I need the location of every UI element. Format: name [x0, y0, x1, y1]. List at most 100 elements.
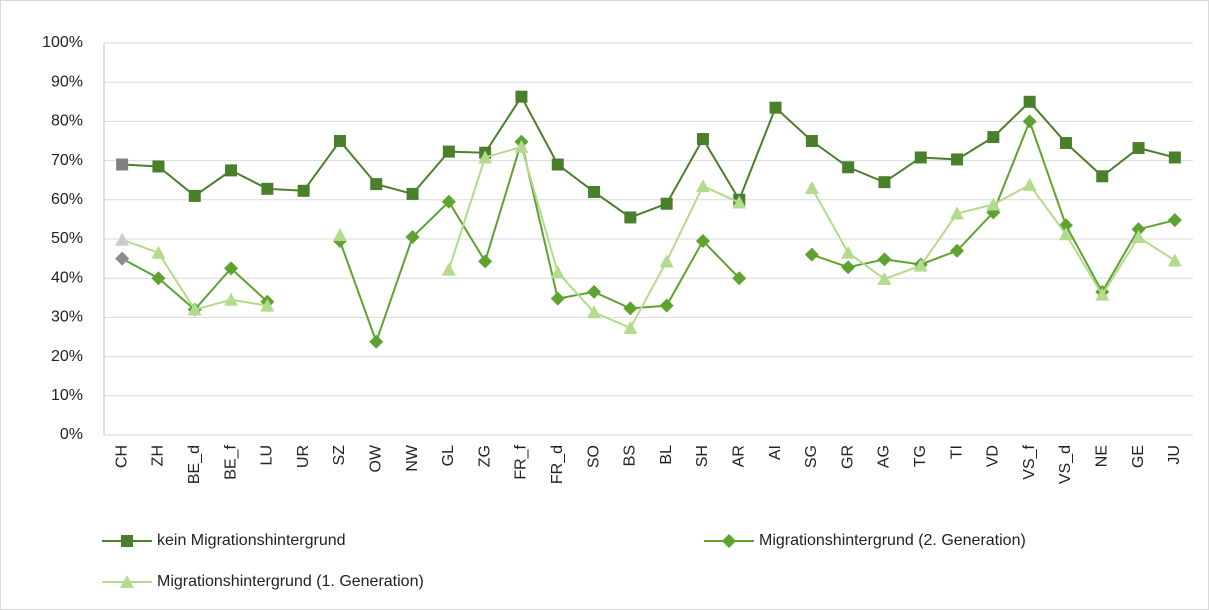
marker	[1168, 151, 1181, 164]
marker	[551, 158, 564, 171]
marker	[842, 161, 855, 174]
marker	[120, 575, 134, 588]
y-tick-label: 10%	[51, 387, 83, 404]
series-line	[339, 137, 740, 345]
marker	[441, 194, 456, 209]
x-tick-label: GL	[440, 445, 457, 466]
marker	[841, 260, 856, 275]
marker	[1058, 227, 1073, 241]
x-tick-label: GR	[839, 445, 856, 469]
y-tick-label: 40%	[51, 269, 83, 286]
y-tick-label: 50%	[51, 230, 83, 247]
x-tick-label: VD	[985, 445, 1002, 467]
marker	[478, 254, 493, 269]
marker	[722, 534, 736, 548]
marker	[732, 195, 747, 209]
marker	[224, 292, 239, 306]
x-tick-label: VS_f	[1021, 444, 1038, 479]
marker	[550, 265, 565, 279]
marker	[913, 258, 928, 272]
marker	[878, 176, 891, 189]
marker	[877, 271, 892, 285]
marker	[370, 178, 383, 191]
marker	[804, 181, 819, 195]
marker	[116, 158, 129, 171]
marker	[515, 90, 528, 103]
legend-label: kein Migrationshintergrund	[157, 532, 346, 549]
y-tick-label: 60%	[51, 191, 83, 208]
x-tick-label: AI	[767, 445, 784, 460]
marker	[1131, 222, 1146, 237]
marker	[1132, 142, 1145, 155]
marker	[696, 133, 709, 146]
marker	[1131, 230, 1146, 244]
marker	[623, 301, 638, 316]
marker	[986, 197, 1001, 211]
marker	[369, 334, 384, 349]
marker	[297, 184, 310, 197]
y-tick-label: 100%	[42, 34, 83, 51]
x-tick-label: AR	[730, 445, 747, 467]
marker	[115, 251, 130, 266]
x-tick-label: BS	[622, 445, 639, 466]
marker	[588, 185, 601, 198]
marker	[514, 139, 529, 153]
x-tick-label: ZH	[150, 445, 167, 466]
marker	[732, 271, 747, 286]
marker	[914, 151, 927, 164]
x-tick-label: ZG	[476, 445, 493, 467]
marker	[805, 135, 818, 147]
x-tick-label: AG	[876, 445, 893, 468]
marker	[804, 247, 819, 262]
x-tick-label: SO	[585, 445, 602, 468]
marker	[695, 179, 710, 193]
marker	[333, 135, 346, 147]
marker	[1095, 287, 1110, 301]
x-tick-label: SZ	[331, 445, 348, 466]
marker	[769, 101, 782, 114]
x-tick-label: CH	[113, 445, 130, 468]
marker	[405, 230, 420, 245]
marker	[151, 245, 166, 259]
marker	[121, 535, 133, 547]
marker	[1096, 170, 1109, 183]
marker	[877, 252, 892, 267]
x-tick-label: SG	[803, 445, 820, 468]
marker	[406, 187, 419, 200]
x-tick-label: GE	[1130, 445, 1147, 468]
x-tick-label: OW	[367, 444, 384, 472]
x-tick-label: FR_d	[549, 445, 566, 484]
marker	[1023, 95, 1036, 108]
marker	[587, 284, 602, 299]
marker	[187, 302, 202, 316]
marker	[442, 145, 455, 158]
x-tick-label: VS_d	[1057, 445, 1074, 484]
marker	[115, 232, 130, 246]
marker	[1167, 253, 1182, 267]
x-tick-label: NE	[1093, 445, 1110, 467]
series-line	[122, 94, 1176, 219]
x-tick-label: BL	[658, 445, 675, 465]
x-tick-label: FR_f	[513, 444, 530, 479]
marker	[695, 233, 710, 248]
marker	[624, 211, 637, 224]
x-tick-label: NW	[404, 444, 421, 472]
x-tick-label: BE_d	[186, 445, 203, 484]
x-tick-label: JU	[1166, 445, 1183, 465]
y-tick-label: 0%	[60, 426, 83, 443]
marker	[1167, 213, 1182, 228]
marker	[441, 262, 456, 276]
marker	[660, 197, 673, 210]
y-tick-label: 90%	[51, 73, 83, 90]
legend-label: Migrationshintergrund (2. Generation)	[759, 532, 1026, 549]
x-tick-label: LU	[259, 445, 276, 465]
marker	[188, 189, 201, 202]
marker	[987, 131, 1000, 144]
marker	[224, 261, 239, 276]
marker	[950, 206, 965, 220]
marker	[225, 164, 238, 177]
marker	[659, 254, 674, 268]
marker	[260, 298, 275, 312]
x-tick-label: TG	[912, 445, 929, 467]
